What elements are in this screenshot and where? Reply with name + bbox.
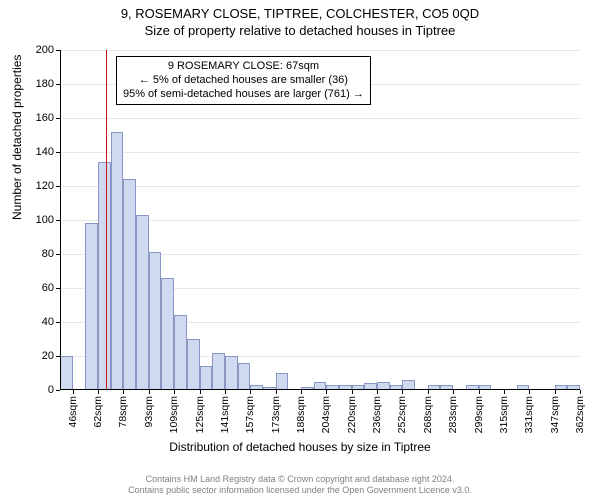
x-axis-label: Distribution of detached houses by size … <box>0 440 600 454</box>
x-tick-label: 46sqm <box>67 396 79 428</box>
x-axis <box>60 389 580 390</box>
x-tick-label: 78sqm <box>117 396 129 428</box>
y-tick-label: 40 <box>42 316 60 328</box>
histogram-bar <box>111 132 124 390</box>
grid-line <box>60 118 580 119</box>
histogram-bar <box>200 366 213 390</box>
x-tick-label: 252sqm <box>396 396 408 433</box>
x-tick-mark <box>580 390 581 394</box>
x-tick-label: 236sqm <box>371 396 383 433</box>
x-tick-mark <box>326 390 327 394</box>
x-tick-mark <box>504 390 505 394</box>
x-tick-mark <box>174 390 175 394</box>
x-tick-label: 173sqm <box>270 396 282 433</box>
y-tick-label: 180 <box>36 78 60 90</box>
y-axis-label: Number of detached properties <box>10 55 24 220</box>
x-tick-label: 220sqm <box>346 396 358 433</box>
x-tick-mark <box>200 390 201 394</box>
x-tick-label: 331sqm <box>523 396 535 433</box>
y-tick-label: 120 <box>36 180 60 192</box>
x-tick-label: 93sqm <box>143 396 155 428</box>
x-tick-mark <box>453 390 454 394</box>
histogram-bar <box>149 252 162 390</box>
chart-plot-area: 02040608010012014016018020046sqm62sqm78s… <box>60 50 580 390</box>
x-tick-label: 188sqm <box>295 396 307 433</box>
x-tick-label: 141sqm <box>219 396 231 433</box>
grid-line <box>60 50 580 51</box>
x-tick-mark <box>402 390 403 394</box>
page-title: 9, ROSEMARY CLOSE, TIPTREE, COLCHESTER, … <box>0 6 600 21</box>
grid-line <box>60 152 580 153</box>
x-tick-mark <box>149 390 150 394</box>
x-tick-mark <box>301 390 302 394</box>
x-tick-mark <box>123 390 124 394</box>
histogram-bar <box>161 278 174 390</box>
histogram-bar <box>136 215 149 390</box>
grid-line <box>60 186 580 187</box>
y-tick-label: 0 <box>48 384 60 396</box>
x-tick-label: 62sqm <box>92 396 104 428</box>
x-tick-label: 347sqm <box>549 396 561 433</box>
x-tick-mark <box>529 390 530 394</box>
x-tick-mark <box>555 390 556 394</box>
y-tick-label: 200 <box>36 44 60 56</box>
property-marker-line <box>106 50 108 390</box>
y-tick-label: 140 <box>36 146 60 158</box>
histogram-bar <box>225 356 238 390</box>
y-axis <box>60 50 61 390</box>
x-tick-mark <box>428 390 429 394</box>
histogram-bar <box>85 223 98 390</box>
annotation-line: ← 5% of detached houses are smaller (36) <box>123 74 364 88</box>
x-tick-label: 283sqm <box>447 396 459 433</box>
histogram-bar <box>60 356 73 390</box>
footer-line-2: Contains public sector information licen… <box>0 485 600 496</box>
x-tick-label: 362sqm <box>574 396 586 433</box>
histogram-bar <box>174 315 187 390</box>
histogram-bar <box>98 162 111 390</box>
y-tick-label: 60 <box>42 282 60 294</box>
x-tick-mark <box>73 390 74 394</box>
footer-line-1: Contains HM Land Registry data © Crown c… <box>0 474 600 485</box>
annotation-box: 9 ROSEMARY CLOSE: 67sqm← 5% of detached … <box>116 56 371 105</box>
x-tick-label: 109sqm <box>168 396 180 433</box>
page-subtitle: Size of property relative to detached ho… <box>0 23 600 38</box>
x-tick-mark <box>225 390 226 394</box>
y-tick-label: 20 <box>42 350 60 362</box>
x-tick-label: 299sqm <box>473 396 485 433</box>
x-tick-label: 157sqm <box>244 396 256 433</box>
annotation-line: 95% of semi-detached houses are larger (… <box>123 88 364 102</box>
histogram-bar <box>187 339 200 390</box>
x-tick-label: 204sqm <box>320 396 332 433</box>
histogram-bar <box>238 363 251 390</box>
x-tick-label: 268sqm <box>422 396 434 433</box>
histogram-bar <box>123 179 136 390</box>
x-tick-label: 125sqm <box>194 396 206 433</box>
x-tick-label: 315sqm <box>498 396 510 433</box>
x-tick-mark <box>98 390 99 394</box>
x-tick-mark <box>352 390 353 394</box>
y-tick-label: 160 <box>36 112 60 124</box>
annotation-line: 9 ROSEMARY CLOSE: 67sqm <box>123 60 364 74</box>
x-tick-mark <box>377 390 378 394</box>
x-tick-mark <box>276 390 277 394</box>
histogram-bar <box>212 353 225 390</box>
x-tick-mark <box>479 390 480 394</box>
y-tick-label: 100 <box>36 214 60 226</box>
y-tick-label: 80 <box>42 248 60 260</box>
footer-attribution: Contains HM Land Registry data © Crown c… <box>0 474 600 496</box>
histogram-bar <box>276 373 289 390</box>
x-tick-mark <box>250 390 251 394</box>
